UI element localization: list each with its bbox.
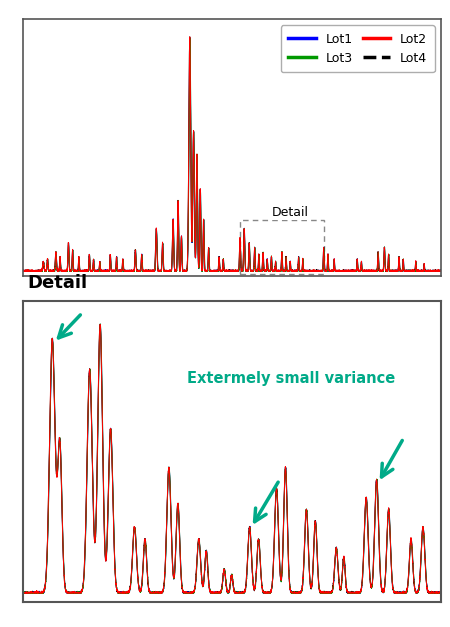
Text: Extermely small variance: Extermely small variance [187,371,396,386]
Text: Detail: Detail [27,273,87,292]
Text: Detail: Detail [272,206,309,219]
Bar [240,220,324,273]
Legend: Lot1, Lot3, Lot2, Lot4: Lot1, Lot3, Lot2, Lot4 [280,25,435,72]
